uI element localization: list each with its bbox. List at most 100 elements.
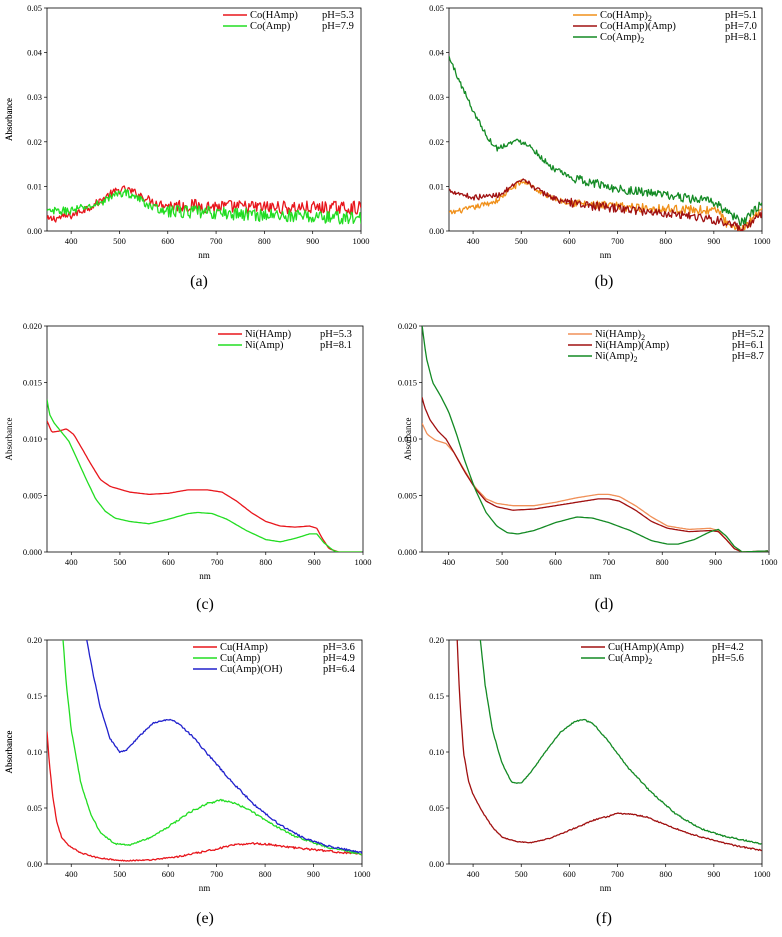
x-tick-label: 800 — [259, 557, 272, 567]
y-tick-label: 0.10 — [429, 747, 444, 757]
y-tick-label: 0.01 — [429, 181, 444, 191]
panel-f: 400 500 600 700 800 900 1000 0.00 0.05 0.10 0.15 0.… — [4, 635, 771, 927]
y-axis-label: Absorbance — [4, 731, 14, 774]
y-tick-label: 0.00 — [27, 226, 42, 236]
x-tick-label: 500 — [515, 869, 528, 879]
y-tick-label: 0.005 — [398, 491, 417, 501]
y-axis-label: Absorbance — [403, 418, 413, 461]
y-tick-label: 0.00 — [429, 859, 444, 869]
legend-ph: pH=4.2 — [712, 642, 744, 653]
y-tick-label: 0.05 — [27, 803, 42, 813]
x-tick-label: 1000 — [754, 236, 771, 246]
y-tick-label: 0.020 — [398, 321, 417, 331]
y-axis-label: Absorbance — [4, 731, 14, 774]
x-tick-label: 1000 — [354, 869, 371, 879]
legend: Cu(HAmp) pH=3.6 Cu(Amp) pH=4.9 Cu(Amp)(OH) pH… — [193, 642, 356, 675]
legend: Co(HAmp)2 pH=5.1 Co(HAmp)(Amp) pH=7.0 Co(Amp… — [573, 10, 757, 45]
y-tick-label: 0.02 — [429, 137, 444, 147]
legend-label: Ni(HAmp)2 — [595, 329, 645, 342]
x-tick-label: 900 — [308, 557, 321, 567]
legend-ph: pH=5.1 — [725, 10, 757, 21]
x-tick-label: 1000 — [754, 869, 771, 879]
x-tick-label: 500 — [515, 236, 528, 246]
series-line-ni-amp-2 — [422, 326, 768, 552]
plot-frame — [46, 639, 363, 865]
x-axis-label: nm — [199, 571, 211, 581]
y-tick-label: 0.00 — [27, 859, 42, 869]
x-tick-label: 800 — [259, 869, 272, 879]
panel-c: 400 500 600 700 800 900 1000 0.000 0.005 0.010 0.0… — [4, 321, 372, 613]
legend-label: Cu(Amp)(OH) — [220, 664, 283, 675]
legend-ph: pH=6.1 — [732, 340, 764, 351]
legend-ph: pH=5.6 — [712, 653, 744, 664]
y-tick-label: 0.03 — [27, 92, 42, 102]
y-tick-label: 0.02 — [27, 137, 42, 147]
legend-ph: pH=8.1 — [320, 340, 352, 351]
panel-b: 400 500 600 700 800 900 1000 0.00 0.01 0.02 0.03 0.… — [4, 3, 771, 290]
panel-label: (b) — [595, 273, 614, 290]
plot-frame — [46, 325, 364, 553]
x-axis-label: nm — [590, 571, 602, 581]
series-line-ni-hamp- — [47, 420, 362, 552]
x-tick-label: 700 — [611, 869, 624, 879]
y-tick-label: 0.010 — [398, 434, 417, 444]
y-tick-label: 0.015 — [23, 378, 42, 388]
panel-e: 400 500 600 700 800 900 1000 0.00 0.05 0.10 0.15 0.… — [4, 635, 371, 927]
x-tick-label: 400 — [65, 236, 78, 246]
series-line-ni-hamp-amp- — [422, 397, 768, 552]
legend: Cu(HAmp)(Amp) pH=4.2 Cu(Amp)2 pH=5.6 — [581, 642, 744, 666]
plot-area — [422, 326, 768, 552]
x-tick-label: 500 — [113, 236, 126, 246]
x-axis-label: nm — [600, 883, 612, 893]
legend: Ni(HAmp)2 pH=5.2 Ni(HAmp)(Amp) pH=6.1 Ni(Amp… — [568, 329, 764, 364]
legend-label: Co(HAmp)(Amp) — [600, 21, 676, 32]
x-tick-label: 700 — [611, 236, 624, 246]
x-tick-label: 600 — [563, 236, 576, 246]
x-tick-label: 800 — [258, 236, 271, 246]
legend-ph: pH=7.0 — [725, 21, 757, 32]
x-tick-label: 700 — [211, 557, 224, 567]
x-tick-label: 900 — [709, 557, 722, 567]
y-tick-label: 0.015 — [398, 378, 417, 388]
panel-a: 400 500 600 700 800 900 1000 0.00 0.01 0.02 0.03 0.… — [4, 3, 370, 290]
legend-ph: pH=6.4 — [323, 664, 356, 675]
y-tick-label: 0.10 — [27, 747, 42, 757]
legend: Ni(HAmp) pH=5.3 Ni(Amp) pH=8.1 — [218, 329, 352, 351]
panel-label: (c) — [196, 596, 214, 613]
series-line-co-hamp-amp- — [449, 178, 762, 231]
legend-label: Ni(Amp)2 — [595, 351, 638, 364]
x-tick-label: 400 — [467, 236, 480, 246]
series-line-cu-amp-oh- — [86, 640, 362, 854]
y-tick-label: 0.20 — [27, 635, 42, 645]
legend-ph: pH=3.6 — [323, 642, 355, 653]
legend-ph: pH=5.2 — [732, 329, 764, 340]
legend-ph: pH=5.3 — [320, 329, 352, 340]
x-tick-label: 400 — [65, 869, 78, 879]
legend-label: Cu(HAmp)(Amp) — [608, 642, 684, 653]
series-line-co-amp- — [47, 188, 361, 225]
y-tick-label: 0.04 — [27, 48, 43, 58]
legend-ph: pH=7.9 — [322, 21, 354, 32]
series-line-ni-amp- — [47, 399, 362, 552]
x-tick-label: 700 — [602, 557, 615, 567]
x-axis-label: nm — [199, 883, 211, 893]
series-line-cu-hamp- — [47, 731, 362, 862]
legend-ph: pH=4.9 — [323, 653, 355, 664]
y-tick-label: 0.020 — [23, 321, 42, 331]
x-tick-label: 500 — [496, 557, 509, 567]
x-tick-label: 900 — [707, 869, 720, 879]
y-tick-label: 0.15 — [429, 691, 444, 701]
y-tick-label: 0.04 — [429, 48, 445, 58]
plot-frame — [448, 7, 763, 232]
y-tick-label: 0.05 — [27, 3, 42, 13]
legend-label: Cu(Amp) — [220, 653, 261, 664]
x-tick-label: 700 — [210, 236, 223, 246]
y-tick-label: 0.005 — [23, 491, 42, 501]
x-tick-label: 1000 — [353, 236, 370, 246]
x-tick-label: 600 — [549, 557, 562, 567]
series-line-cu-amp- — [62, 640, 362, 856]
y-tick-label: 0.01 — [27, 181, 42, 191]
plot-area — [47, 640, 362, 862]
